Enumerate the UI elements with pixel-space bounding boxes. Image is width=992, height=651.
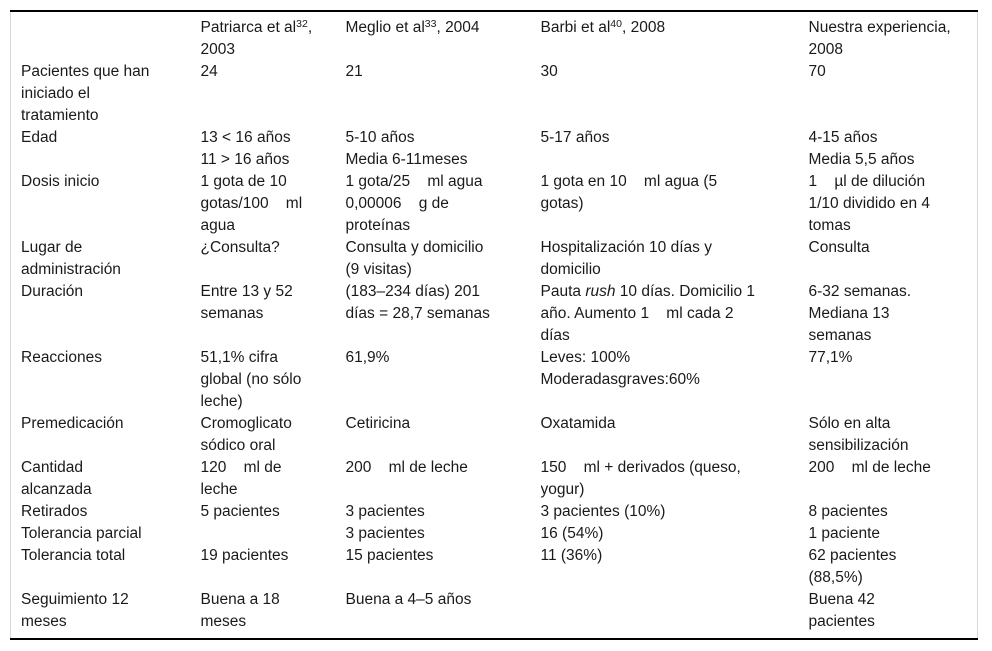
table-row: Seguimiento 12 meses Buena a 18 meses Bu…	[11, 589, 978, 639]
cell-barbi: Leves: 100% Moderadasgraves:60%	[540, 349, 700, 388]
row-label: Seguimiento 12 meses	[21, 591, 129, 630]
column-header-barbi: Barbi et al40, 2008	[541, 11, 809, 61]
cell-patriarca	[201, 523, 346, 545]
cell-barbi: Oxatamida	[540, 415, 616, 432]
cell-patriarca: 5 pacientes	[200, 503, 280, 520]
cell-patriarca: 51,1% cifra global (no sólo leche)	[200, 349, 302, 410]
table-row: Reacciones 51,1% cifra global (no sólo l…	[11, 347, 978, 413]
cell-nuestra: 8 pacientes	[808, 503, 888, 520]
cell-barbi: 3 pacientes (10%)	[540, 503, 666, 520]
cell-meglio: Buena a 4–5 años	[345, 591, 472, 608]
row-label: Cantidad alcanzada	[21, 459, 92, 498]
column-header-nuestra: Nuestra experiencia, 2008	[808, 19, 951, 58]
reference-superscript: 33	[424, 18, 437, 31]
cell-patriarca: 24	[200, 63, 218, 80]
row-label: Pacientes que han iniciado el tratamient…	[21, 63, 150, 124]
cell-barbi: 11 (36%)	[540, 547, 603, 564]
row-label: Premedicación	[21, 415, 124, 432]
row-label: Lugar de administración	[21, 239, 121, 278]
cell-nuestra: 4-15 años Media 5,5 años	[808, 129, 915, 168]
table-row: Premedicación Cromoglicato sódico oral C…	[11, 413, 978, 457]
cell-meglio: 1 gota/25 ml agua 0,00006 g de proteínas	[345, 173, 483, 234]
table-row: Dosis inicio 1 gota de 10 gotas/100 ml a…	[11, 171, 978, 237]
corner-cell	[11, 11, 201, 61]
cell-nuestra: 1 paciente	[808, 525, 881, 542]
cell-patriarca: Cromoglicato sódico oral	[200, 415, 292, 454]
cell-barbi: 150 ml + derivados (queso, yogur)	[540, 459, 741, 498]
row-label: Reacciones	[21, 349, 102, 366]
cell-nuestra: 62 pacientes (88,5%)	[808, 547, 897, 586]
header-text: , 2003	[200, 19, 313, 58]
header-text: Patriarca et al	[200, 19, 297, 36]
table-row: Pacientes que han iniciado el tratamient…	[11, 61, 978, 127]
cell-patriarca: 19 pacientes	[200, 547, 289, 564]
row-label: Retirados	[21, 503, 88, 520]
cell-barbi	[541, 589, 809, 639]
table-row: Tolerancia total 19 pacientes 15 pacient…	[11, 545, 978, 589]
cell-text: 10 días. Domicilio 1 año. Aumento 1 ml c…	[540, 283, 756, 344]
row-label: Tolerancia total	[21, 547, 126, 564]
cell-nuestra: 6-32 semanas. Mediana 13 semanas	[808, 283, 912, 344]
cell-nuestra: Buena 42 pacientes	[808, 591, 875, 630]
cell-meglio: 3 pacientes	[345, 525, 425, 542]
cell-patriarca: 120 ml de leche	[200, 459, 282, 498]
cell-patriarca: 1 gota de 10 gotas/100 ml agua	[200, 173, 303, 234]
cell-barbi: 16 (54%)	[540, 525, 604, 542]
table-row: Lugar de administración ¿Consulta? Consu…	[11, 237, 978, 281]
reference-superscript: 32	[296, 18, 308, 31]
column-header-patriarca: Patriarca et al32, 2003	[201, 11, 346, 61]
cell-barbi: Hospitalización 10 días y domicilio	[540, 239, 712, 278]
cell-meglio: Cetiricina	[345, 415, 411, 432]
cell-patriarca: Entre 13 y 52 semanas	[200, 283, 293, 322]
cell-nuestra: Sólo en alta sensibilización	[808, 415, 909, 454]
reference-superscript: 40	[610, 18, 622, 31]
column-header-meglio: Meglio et al33, 2004	[346, 11, 541, 61]
table-row: Edad 13 < 16 años 11 > 16 años 5-10 años…	[11, 127, 978, 171]
header-text: Barbi et al	[540, 19, 611, 36]
cell-patriarca: 13 < 16 años 11 > 16 años	[200, 129, 291, 168]
cell-text: Pauta	[540, 283, 586, 300]
cell-barbi: 5-17 años	[540, 129, 610, 146]
header-row: Patriarca et al32, 2003 Meglio et al33, …	[11, 11, 978, 61]
cell-patriarca: ¿Consulta?	[200, 239, 280, 256]
cell-nuestra: 77,1%	[808, 349, 853, 366]
cell-patriarca: Buena a 18 meses	[200, 591, 280, 630]
comparison-table: Patriarca et al32, 2003 Meglio et al33, …	[10, 10, 978, 640]
cell-meglio: (183–234 días) 201 días = 28,7 semanas	[345, 283, 490, 322]
cell-barbi: 30	[540, 63, 558, 80]
cell-meglio: 61,9%	[345, 349, 390, 366]
table-row: Tolerancia parcial 3 pacientes 16 (54%) …	[11, 523, 978, 545]
cell-nuestra: 70	[808, 63, 826, 80]
header-text: , 2008	[621, 19, 666, 36]
header-text: , 2004	[436, 19, 480, 36]
table-row: Cantidad alcanzada 120 ml de leche 200 m…	[11, 457, 978, 501]
cell-nuestra: 1 µl de dilución 1/10 dividido en 4 toma…	[808, 173, 931, 234]
row-label: Edad	[21, 129, 58, 146]
cell-meglio: 200 ml de leche	[345, 459, 468, 476]
cell-meglio: 21	[345, 63, 363, 80]
cell-text-italic: rush	[585, 283, 616, 300]
cell-barbi: 1 gota en 10 ml agua (5 gotas)	[540, 173, 718, 212]
cell-meglio: 3 pacientes	[345, 503, 425, 520]
cell-nuestra: Consulta	[808, 239, 870, 256]
header-text: Meglio et al	[345, 19, 425, 36]
row-label: Duración	[21, 283, 84, 300]
row-label: Tolerancia parcial	[21, 525, 142, 542]
cell-meglio: Consulta y domicilio (9 visitas)	[345, 239, 484, 278]
table-row: Duración Entre 13 y 52 semanas (183–234 …	[11, 281, 978, 347]
cell-nuestra: 200 ml de leche	[808, 459, 931, 476]
row-label: Dosis inicio	[21, 173, 100, 190]
cell-barbi: Pauta rush 10 días. Domicilio 1 año. Aum…	[541, 281, 809, 347]
cell-meglio: 5-10 años Media 6-11meses	[345, 129, 468, 168]
cell-meglio: 15 pacientes	[345, 547, 434, 564]
table-row: Retirados 5 pacientes 3 pacientes 3 paci…	[11, 501, 978, 523]
